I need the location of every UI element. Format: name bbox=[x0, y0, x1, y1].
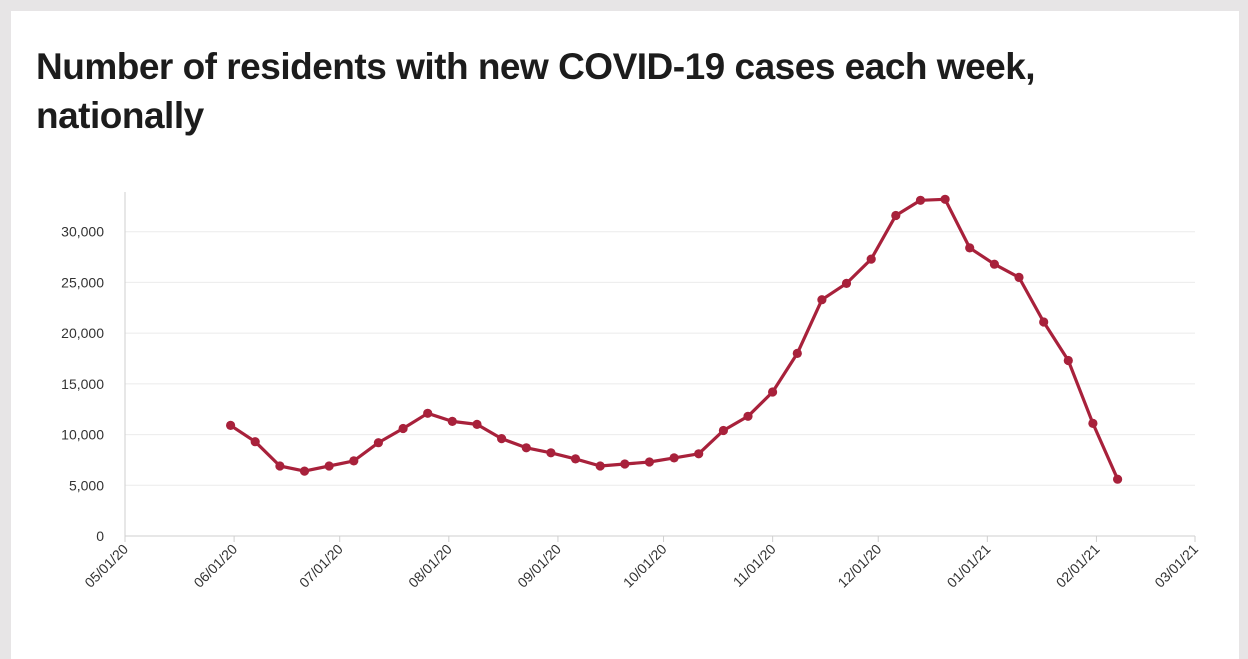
data-point bbox=[768, 387, 778, 397]
data-point bbox=[398, 423, 408, 434]
data-point bbox=[570, 454, 581, 464]
data-point bbox=[718, 425, 729, 436]
x-tick-label: 01/01/21 bbox=[944, 541, 994, 591]
data-point bbox=[299, 466, 310, 476]
x-tick-label: 09/01/20 bbox=[514, 541, 564, 591]
x-axis-ticks: 05/01/20 06/01/20 07/01/20 08/01/20 09/01/20… bbox=[81, 536, 1201, 591]
data-point bbox=[891, 210, 901, 221]
data-point bbox=[915, 195, 926, 205]
data-point bbox=[817, 295, 827, 305]
x-tick-label: 10/01/20 bbox=[620, 541, 670, 591]
data-point bbox=[1063, 355, 1073, 366]
x-tick-label: 06/01/20 bbox=[190, 541, 240, 591]
data-point bbox=[841, 278, 852, 288]
series-layer bbox=[226, 194, 1123, 484]
data-point bbox=[546, 448, 556, 458]
data-point bbox=[792, 348, 802, 358]
data-point bbox=[497, 434, 507, 444]
y-tick-label: 15,000 bbox=[61, 376, 104, 392]
data-point bbox=[250, 437, 260, 447]
x-tick-label: 07/01/20 bbox=[296, 541, 346, 591]
y-tick-label: 20,000 bbox=[61, 325, 104, 341]
y-tick-label: 0 bbox=[96, 528, 104, 544]
y-tick-label: 30,000 bbox=[61, 224, 104, 240]
x-tick-label: 05/01/20 bbox=[81, 541, 131, 591]
data-point bbox=[472, 419, 482, 429]
data-point bbox=[694, 449, 704, 459]
data-point bbox=[595, 461, 605, 471]
data-point bbox=[940, 194, 950, 204]
data-point bbox=[743, 411, 753, 421]
data-point bbox=[1113, 474, 1123, 484]
data-point bbox=[1039, 317, 1049, 327]
x-tick-label: 08/01/20 bbox=[405, 541, 455, 591]
data-point bbox=[349, 456, 359, 466]
data-point bbox=[989, 259, 1000, 269]
data-point bbox=[324, 461, 334, 471]
data-point bbox=[1014, 272, 1024, 282]
data-point bbox=[1088, 418, 1098, 428]
data-point bbox=[447, 416, 457, 426]
data-point bbox=[620, 459, 630, 469]
y-tick-label: 10,000 bbox=[61, 427, 104, 443]
y-tick-label: 25,000 bbox=[61, 274, 104, 290]
data-point bbox=[423, 408, 433, 418]
data-point bbox=[644, 457, 655, 467]
chart-title: Number of residents with new COVID-19 ca… bbox=[36, 46, 1036, 136]
axes bbox=[124, 192, 1195, 537]
x-tick-label: 02/01/21 bbox=[1053, 541, 1103, 591]
x-tick-label: 12/01/20 bbox=[834, 541, 884, 591]
x-tick-label: 11/01/20 bbox=[730, 541, 779, 590]
y-axis-ticks: 0 5,000 10,000 15,000 20,000 25,000 30,000 bbox=[61, 224, 104, 544]
data-point bbox=[275, 461, 285, 471]
grid-lines bbox=[125, 231, 1195, 486]
y-tick-label: 5,000 bbox=[69, 477, 104, 493]
series-line bbox=[229, 197, 1120, 481]
data-point bbox=[669, 453, 679, 463]
data-point bbox=[866, 254, 876, 264]
data-point bbox=[965, 243, 975, 253]
data-point bbox=[373, 438, 383, 448]
data-point bbox=[226, 420, 236, 430]
x-tick-label: 03/01/21 bbox=[1151, 541, 1201, 591]
chart-card bbox=[11, 11, 1239, 659]
data-point bbox=[521, 443, 531, 453]
